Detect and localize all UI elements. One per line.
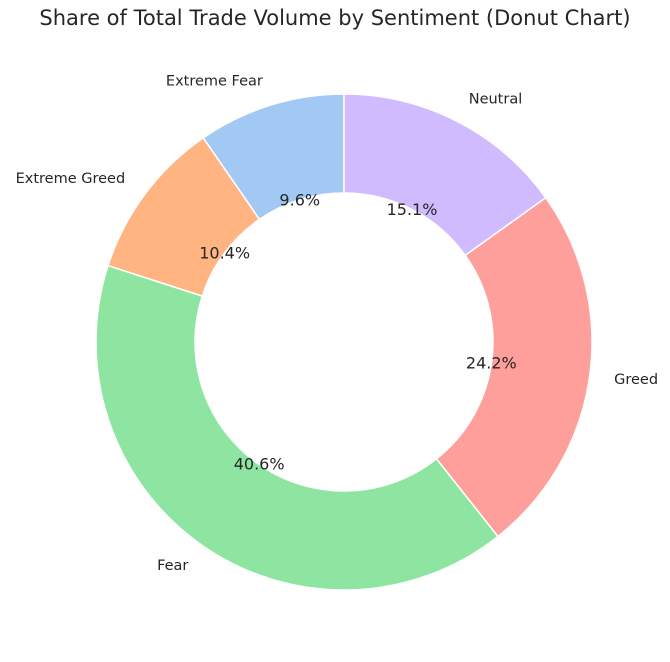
percentage-label: 24.2% <box>466 353 517 372</box>
percentage-label: 9.6% <box>279 190 320 209</box>
category-label: Greed <box>614 372 658 388</box>
category-label: Fear <box>157 558 188 574</box>
percentage-label: 15.1% <box>387 200 438 219</box>
percentage-label: 40.6% <box>234 455 285 474</box>
slice-neutral <box>343 93 547 257</box>
category-label: Extreme Fear <box>166 74 263 90</box>
slice-greed <box>435 196 593 538</box>
percentage-label: 10.4% <box>199 244 250 263</box>
chart-title: Share of Total Trade Volume by Sentiment… <box>39 6 631 30</box>
category-label: Neutral <box>469 91 523 107</box>
category-label: Extreme Greed <box>16 171 126 187</box>
slice-fear <box>95 264 499 591</box>
